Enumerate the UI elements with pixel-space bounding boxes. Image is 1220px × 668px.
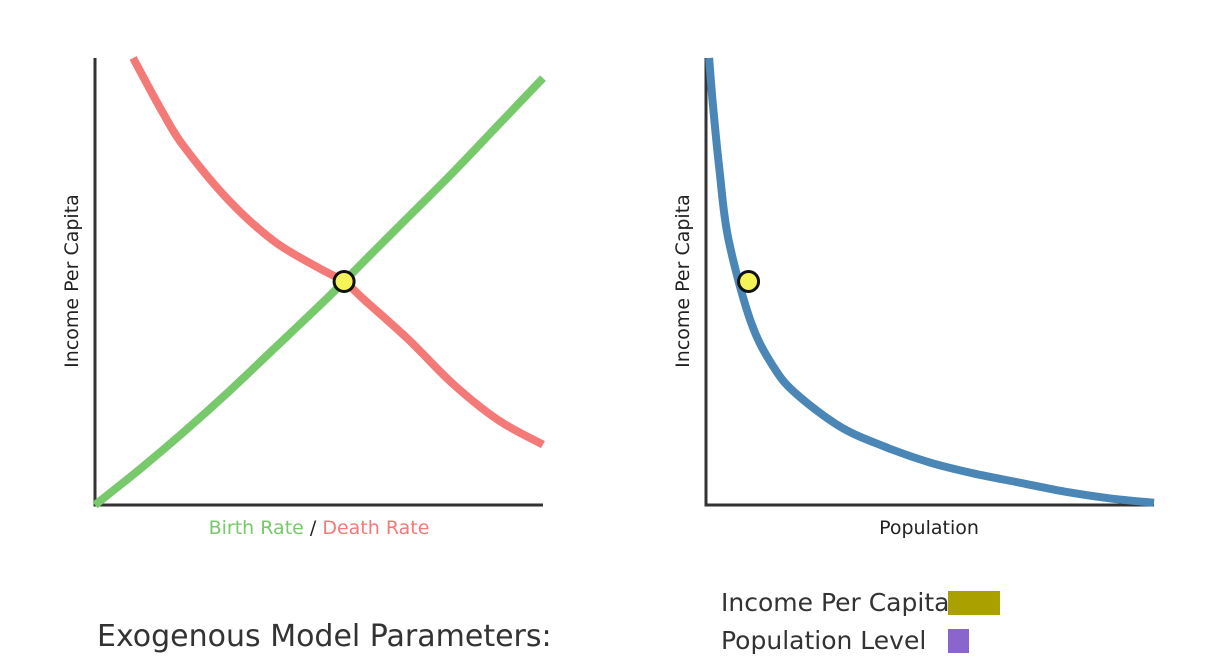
legend-label-population: Population Level xyxy=(721,626,927,655)
right-chart-ylabel: Income Per Capita xyxy=(672,194,694,368)
left-chart-curves xyxy=(92,56,546,509)
right-chart-xlabel: Population xyxy=(879,517,979,539)
xlabel-death-rate: Death Rate xyxy=(322,517,429,539)
params-title: Exogenous Model Parameters: xyxy=(97,619,552,654)
right-chart: Income Per Capita Population xyxy=(672,57,1155,539)
legend-bar-population xyxy=(948,629,969,653)
left-chart-axes xyxy=(93,58,543,507)
left-series-death-rate-line xyxy=(129,56,545,449)
left-series-birth-rate-line xyxy=(92,75,546,509)
left-chart-ylabel: Income Per Capita xyxy=(61,194,83,368)
xlabel-birth-rate: Birth Rate xyxy=(209,517,304,539)
right-chart-curves xyxy=(705,57,1155,507)
legend-bar-income xyxy=(948,591,1000,615)
right-equilibrium-point xyxy=(737,270,761,293)
left-chart: Income Per Capita Birth Rate / Death Rat… xyxy=(61,56,546,539)
legend-label-income: Income Per Capita xyxy=(721,588,950,617)
left-equilibrium-point xyxy=(332,270,356,293)
left-chart-xlabel: Birth Rate / Death Rate xyxy=(209,517,430,539)
right-chart-axes xyxy=(704,58,1154,507)
right-series-population-line xyxy=(705,57,1155,507)
xlabel-separator: / xyxy=(304,517,322,539)
